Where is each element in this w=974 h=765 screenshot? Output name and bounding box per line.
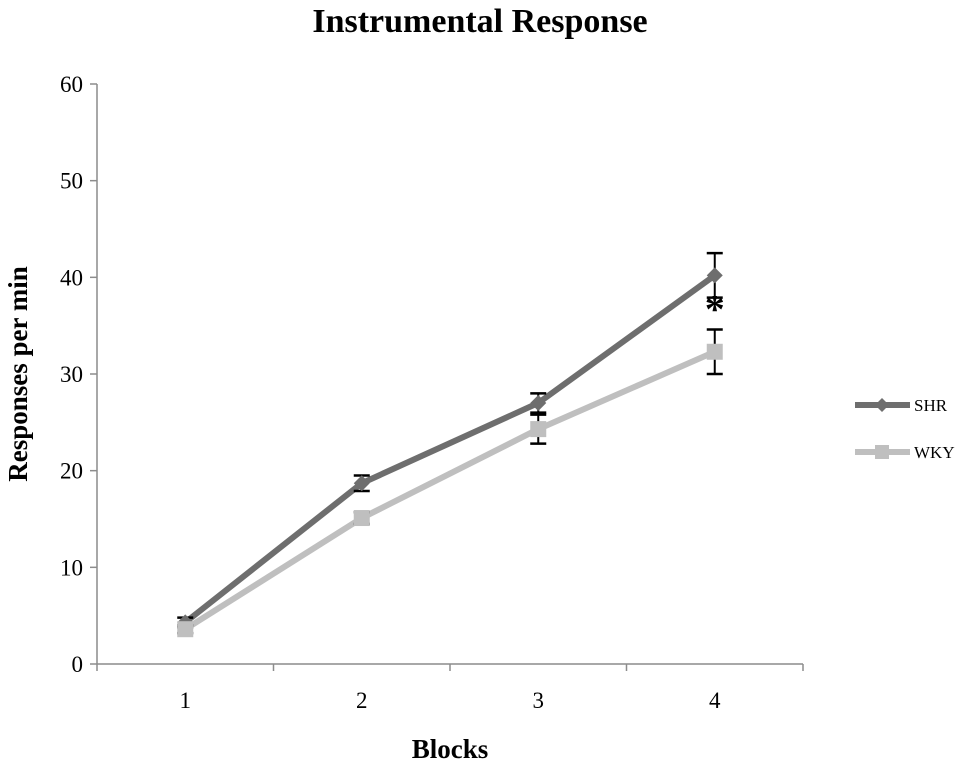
axes	[96, 84, 803, 665]
legend-label: WKY	[914, 443, 955, 462]
y-tick-label: 20	[60, 459, 83, 484]
legend-item-wky: WKY	[855, 443, 955, 462]
y-axis-title: Responses per min	[3, 266, 33, 482]
series-wky	[177, 328, 723, 638]
x-tick-label: 4	[709, 688, 721, 713]
y-axis-ticks: 0 10 20 30 40 50 60	[60, 72, 97, 677]
series-shr	[177, 251, 723, 631]
y-tick-label: 60	[60, 72, 83, 97]
y-tick-label: 0	[72, 652, 84, 677]
legend: SHR WKY	[855, 396, 955, 462]
data-point	[706, 267, 723, 284]
x-axis-ticks: 1 2 3 4	[96, 664, 804, 713]
data-point	[353, 510, 370, 527]
y-tick-label: 40	[60, 265, 83, 290]
legend-marker	[875, 445, 889, 459]
data-point	[353, 475, 370, 492]
legend-item-shr: SHR	[855, 396, 948, 415]
x-axis-title: Blocks	[412, 734, 489, 764]
y-tick-label: 30	[60, 362, 83, 387]
y-tick-label: 50	[60, 169, 83, 194]
data-point	[177, 621, 194, 638]
series-line	[182, 272, 718, 626]
x-tick-label: 1	[180, 688, 192, 713]
x-tick-label: 2	[356, 688, 368, 713]
data-point	[706, 343, 723, 360]
annotation-layer: *	[705, 286, 725, 331]
significance-annotation: *	[705, 286, 725, 331]
data-point	[530, 395, 547, 411]
chart-title: Instrumental Response	[312, 3, 647, 40]
series-layer	[177, 251, 723, 638]
legend-marker	[875, 398, 889, 412]
legend-label: SHR	[914, 396, 948, 415]
y-tick-label: 10	[60, 555, 83, 580]
series-line	[182, 348, 718, 633]
x-tick-label: 3	[533, 688, 545, 713]
data-point	[530, 421, 547, 438]
